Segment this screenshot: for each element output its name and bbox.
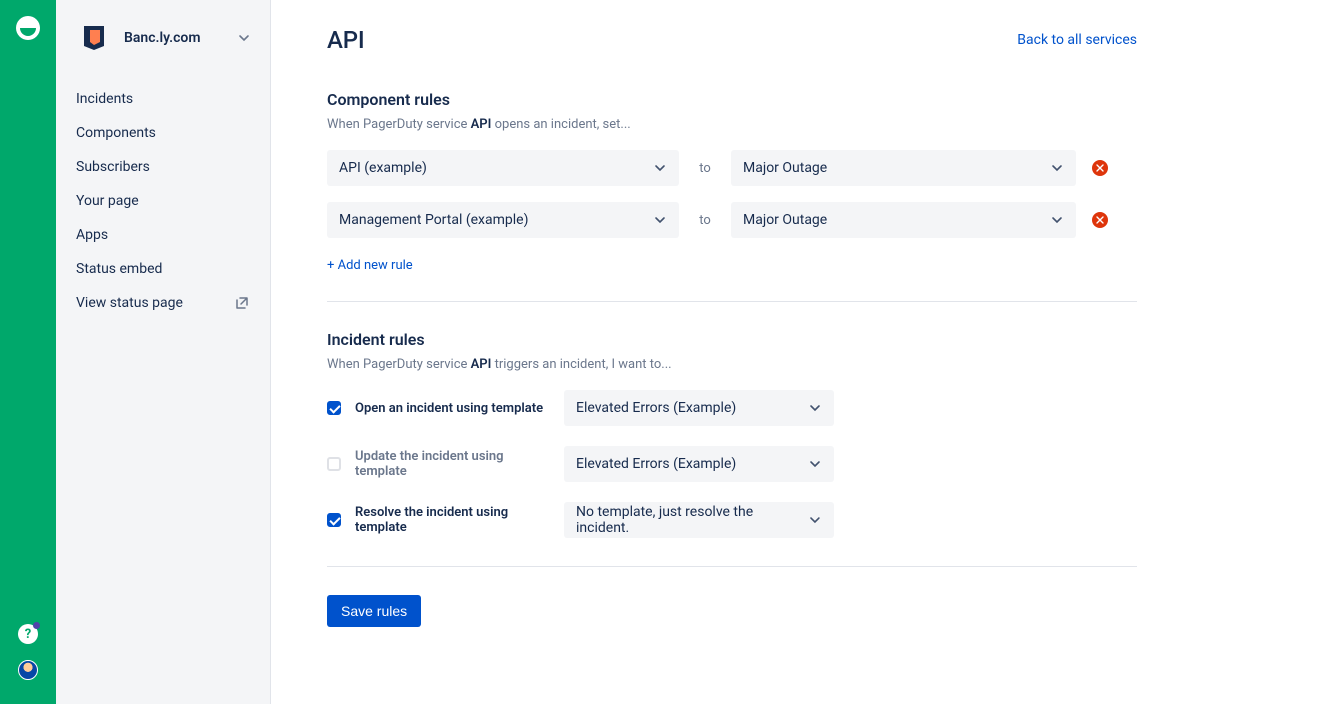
sidebar-item-status-embed[interactable]: Status embed — [56, 252, 270, 286]
divider — [327, 301, 1137, 302]
status-select-value: Major Outage — [743, 212, 827, 228]
template-select[interactable]: Elevated Errors (Example) — [564, 446, 834, 482]
chevron-down-icon — [653, 213, 667, 227]
divider — [327, 566, 1137, 567]
component-select[interactable]: Management Portal (example) — [327, 202, 679, 238]
update-incident-label: Update the incident using template — [355, 449, 550, 479]
component-rule-row: Management Portal (example) to Major Out… — [327, 202, 1137, 238]
workspace-switcher[interactable]: Banc.ly.com — [56, 20, 270, 66]
main-inner: API Back to all services Component rules… — [327, 26, 1137, 627]
template-select[interactable]: No template, just resolve the incident. — [564, 502, 834, 538]
close-icon — [1096, 164, 1104, 172]
sidebar-item-subscribers[interactable]: Subscribers — [56, 150, 270, 184]
chevron-down-icon — [1050, 213, 1064, 227]
page-header: API Back to all services — [327, 26, 1137, 54]
help-icon[interactable]: ? — [18, 624, 38, 644]
status-select-value: Major Outage — [743, 160, 827, 176]
template-select-value: Elevated Errors (Example) — [576, 400, 736, 416]
chevron-down-icon — [1050, 161, 1064, 175]
main-content: API Back to all services Component rules… — [271, 0, 1339, 704]
status-select[interactable]: Major Outage — [731, 202, 1076, 238]
rail-bottom: ? — [18, 624, 38, 680]
to-label: to — [695, 161, 715, 176]
chevron-down-icon — [808, 457, 822, 471]
save-rules-button[interactable]: Save rules — [327, 595, 421, 627]
incident-rules-subtitle: When PagerDuty service API triggers an i… — [327, 357, 1137, 372]
page-title: API — [327, 26, 364, 54]
incident-rule-row: Resolve the incident using template No t… — [327, 502, 1137, 538]
chevron-down-icon — [653, 161, 667, 175]
workspace-logo-icon — [76, 20, 112, 56]
resolve-incident-checkbox[interactable] — [327, 513, 341, 527]
update-incident-checkbox[interactable] — [327, 457, 341, 471]
back-to-services-link[interactable]: Back to all services — [1017, 32, 1137, 48]
sidebar-item-incidents[interactable]: Incidents — [56, 82, 270, 116]
sidebar: Banc.ly.com Incidents Components Subscri… — [56, 0, 271, 704]
status-select[interactable]: Major Outage — [731, 150, 1076, 186]
close-icon — [1096, 216, 1104, 224]
avatar[interactable] — [18, 660, 38, 680]
sidebar-item-label: Subscribers — [76, 159, 150, 175]
sidebar-item-view-status-page[interactable]: View status page — [56, 286, 270, 320]
sidebar-nav: Incidents Components Subscribers Your pa… — [56, 82, 270, 320]
incident-rules-section: Incident rules When PagerDuty service AP… — [327, 330, 1137, 538]
component-select-value: API (example) — [339, 160, 427, 176]
remove-rule-button[interactable] — [1092, 212, 1108, 228]
workspace-name: Banc.ly.com — [124, 30, 238, 46]
chevron-down-icon — [808, 401, 822, 415]
sidebar-item-label: View status page — [76, 295, 183, 311]
component-select[interactable]: API (example) — [327, 150, 679, 186]
chevron-down-icon — [238, 32, 250, 44]
add-rule-link[interactable]: + Add new rule — [327, 258, 413, 273]
remove-rule-button[interactable] — [1092, 160, 1108, 176]
app-rail: ? — [0, 0, 56, 704]
open-incident-label: Open an incident using template — [355, 401, 550, 416]
template-select[interactable]: Elevated Errors (Example) — [564, 390, 834, 426]
component-rules-section: Component rules When PagerDuty service A… — [327, 90, 1137, 273]
external-link-icon — [234, 295, 250, 311]
sidebar-item-label: Components — [76, 125, 156, 141]
chevron-down-icon — [808, 513, 822, 527]
component-rule-row: API (example) to Major Outage — [327, 150, 1137, 186]
resolve-incident-label: Resolve the incident using template — [355, 505, 550, 535]
component-select-value: Management Portal (example) — [339, 212, 528, 228]
template-select-value: Elevated Errors (Example) — [576, 456, 736, 472]
sidebar-item-label: Incidents — [76, 91, 133, 107]
incident-rule-row: Open an incident using template Elevated… — [327, 390, 1137, 426]
open-incident-checkbox[interactable] — [327, 401, 341, 415]
component-rules-title: Component rules — [327, 90, 1137, 109]
sidebar-item-apps[interactable]: Apps — [56, 218, 270, 252]
sidebar-item-components[interactable]: Components — [56, 116, 270, 150]
sidebar-item-label: Your page — [76, 193, 139, 209]
incident-rules-title: Incident rules — [327, 330, 1137, 349]
statuspage-logo-icon[interactable] — [16, 16, 40, 40]
sidebar-item-label: Status embed — [76, 261, 162, 277]
to-label: to — [695, 213, 715, 228]
incident-rule-row: Update the incident using template Eleva… — [327, 446, 1137, 482]
template-select-value: No template, just resolve the incident. — [576, 504, 808, 536]
component-rules-subtitle: When PagerDuty service API opens an inci… — [327, 117, 1137, 132]
sidebar-item-label: Apps — [76, 227, 108, 243]
sidebar-item-your-page[interactable]: Your page — [56, 184, 270, 218]
